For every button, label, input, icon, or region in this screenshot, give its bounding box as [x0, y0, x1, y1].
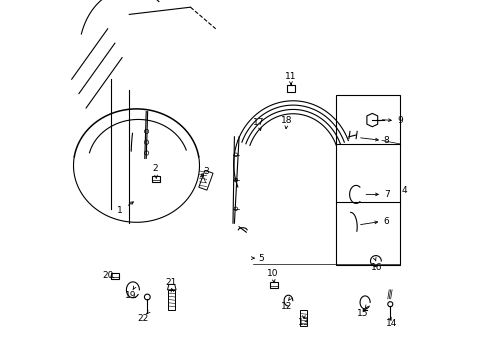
Bar: [336, 95, 400, 265]
Text: 17: 17: [253, 118, 264, 130]
Text: 3: 3: [200, 167, 208, 177]
Polygon shape: [167, 284, 176, 290]
Bar: [286, 85, 294, 92]
Text: 14: 14: [385, 320, 396, 328]
Bar: [111, 273, 119, 279]
Bar: [300, 310, 307, 326]
Text: 5: 5: [251, 253, 263, 263]
Bar: [199, 170, 213, 190]
Text: 22: 22: [137, 314, 148, 323]
Text: 20: 20: [102, 271, 113, 280]
Text: 19: 19: [124, 292, 136, 300]
Text: 1: 1: [117, 202, 133, 215]
Text: 15: 15: [356, 310, 367, 319]
Text: 6: 6: [383, 217, 389, 226]
Text: 11: 11: [285, 72, 296, 84]
Text: 9: 9: [396, 116, 402, 125]
Text: 18: 18: [281, 116, 292, 129]
Text: 16: 16: [370, 263, 382, 272]
Text: 10: 10: [266, 269, 278, 282]
Bar: [270, 282, 278, 288]
Bar: [168, 290, 175, 310]
Text: 13: 13: [298, 318, 309, 327]
Text: 12: 12: [281, 302, 292, 311]
Text: 4: 4: [401, 186, 407, 195]
Bar: [152, 176, 160, 182]
Text: 7: 7: [383, 190, 389, 199]
Text: 21: 21: [165, 278, 176, 287]
Text: 2: 2: [152, 164, 158, 179]
Text: 8: 8: [383, 136, 389, 145]
